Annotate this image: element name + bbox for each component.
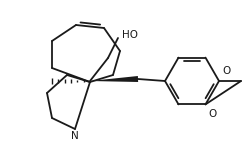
Text: N: N <box>71 131 79 141</box>
Text: HO: HO <box>122 30 138 40</box>
Polygon shape <box>90 76 138 82</box>
Text: O: O <box>222 66 230 76</box>
Text: O: O <box>208 109 217 119</box>
